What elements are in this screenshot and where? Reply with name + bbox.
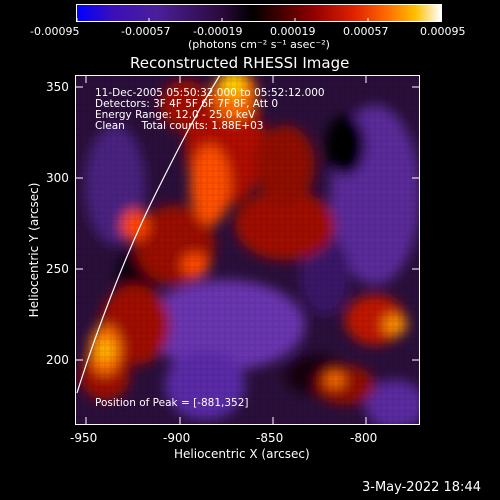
colorbar-tick-label: 0.00057 bbox=[343, 25, 389, 38]
energy-range-info: Energy Range: 12.0 - 25.0 keV bbox=[95, 109, 256, 121]
peak-position: Position of Peak = [-881,352] bbox=[95, 397, 249, 409]
y-axis-title: Heliocentric Y (arcsec) bbox=[27, 182, 41, 318]
colorbar-tick-label: 0.00019 bbox=[270, 25, 316, 38]
y-tick-label: 350 bbox=[46, 80, 69, 94]
y-tick-label: 300 bbox=[46, 171, 69, 185]
x-tick-label: -900 bbox=[163, 431, 191, 445]
clean-counts-info: Clean Total counts: 1.88E+03 bbox=[95, 120, 264, 132]
observation-time: 11-Dec-2005 05:50:32.000 to 05:52:12.000 bbox=[95, 87, 325, 99]
y-tick-label: 200 bbox=[46, 353, 69, 367]
y-tick-label: 250 bbox=[46, 262, 69, 276]
footer-date: 3-May-2022 18:44 bbox=[362, 480, 481, 495]
detectors-info: Detectors: 3F 4F 5F 6F 7F 8F, Att 0 bbox=[95, 98, 279, 110]
x-tick-label: -950 bbox=[70, 431, 98, 445]
limb-arc bbox=[76, 75, 221, 394]
colorbar-ticks bbox=[76, 18, 441, 22]
rhessi-image bbox=[75, 75, 420, 425]
x-tick-label: -850 bbox=[256, 431, 284, 445]
plot-title: Reconstructed RHESSI Image bbox=[130, 54, 350, 72]
x-axis-title: Heliocentric X (arcsec) bbox=[174, 447, 310, 461]
colorbar bbox=[76, 4, 442, 22]
colorbar-tick-label: 0.00095 bbox=[420, 25, 466, 38]
colorbar-tick-label: -0.00019 bbox=[193, 25, 243, 38]
colorbar-unit: (photons cm⁻² s⁻¹ asec⁻²) bbox=[188, 38, 330, 51]
x-tick-label: -800 bbox=[350, 431, 378, 445]
colorbar-tick-label: -0.00095 bbox=[30, 25, 80, 38]
colorbar-tick-label: -0.00057 bbox=[121, 25, 171, 38]
